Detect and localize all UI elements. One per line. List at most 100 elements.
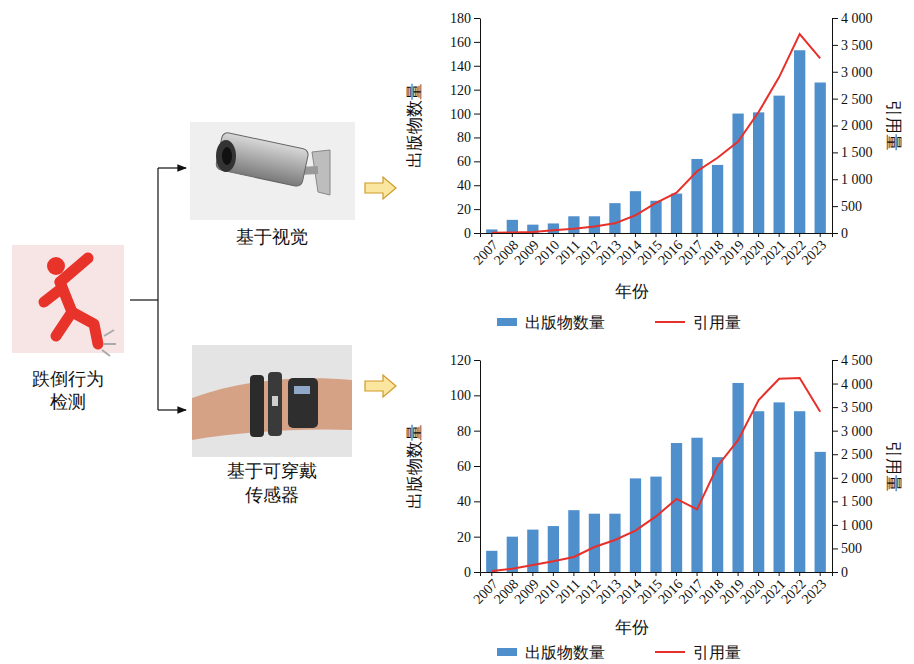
diagram: 跌倒行为检测基于视觉基于可穿戴传感器 xyxy=(12,122,396,505)
tick: 180 xyxy=(450,11,480,26)
bar xyxy=(815,83,826,234)
tick-mark xyxy=(832,501,838,502)
tick-mark xyxy=(832,206,838,207)
axis: 2007200820092010201120122013201420152016… xyxy=(470,572,832,607)
bar xyxy=(691,438,702,572)
tick-label: 60 xyxy=(457,459,471,474)
axis-title: 出版物数量 xyxy=(404,424,424,509)
tick-mark xyxy=(832,99,838,100)
series-line xyxy=(492,378,820,571)
legend-swatch xyxy=(497,648,517,656)
bar xyxy=(568,510,579,572)
bar xyxy=(630,478,641,572)
tick: 0 xyxy=(832,226,848,241)
tick-mark xyxy=(799,233,800,237)
bar xyxy=(507,537,518,572)
tick-label: 2023 xyxy=(799,576,829,606)
tick-label: 100 xyxy=(450,388,471,403)
plot-area xyxy=(486,378,826,572)
legend-item: 出版物数量 xyxy=(497,313,605,332)
bar xyxy=(671,443,682,572)
tick-mark xyxy=(512,572,513,576)
tick-mark xyxy=(697,233,698,237)
tick-label: 3 000 xyxy=(841,424,873,439)
legend-label: 出版物数量 xyxy=(525,313,605,332)
tick: 40 xyxy=(457,178,480,193)
tick: 2 000 xyxy=(832,118,873,133)
tick-label: 40 xyxy=(457,494,471,509)
tick-mark xyxy=(474,209,480,210)
axis-line xyxy=(832,361,833,573)
legend-label: 引用量 xyxy=(693,313,741,332)
tick-label: 4 000 xyxy=(841,11,873,26)
bar xyxy=(609,514,620,572)
tick-mark xyxy=(573,572,574,576)
tick-label: 100 xyxy=(450,107,471,122)
legend-swatch xyxy=(655,651,685,653)
tick-mark xyxy=(474,161,480,162)
tick: 3 000 xyxy=(832,424,873,439)
tick-mark xyxy=(594,572,595,576)
tick: 3 500 xyxy=(832,38,873,53)
tick-mark xyxy=(573,233,574,237)
tick: 20 xyxy=(457,530,480,545)
tick-mark xyxy=(656,233,657,237)
axis: 020406080100120140160180 xyxy=(450,11,481,241)
bar xyxy=(815,452,826,572)
bar xyxy=(671,194,682,233)
tick-label: 1 500 xyxy=(841,145,873,160)
tick-label: 1 500 xyxy=(841,494,873,509)
axis-line xyxy=(481,234,833,238)
tick-mark xyxy=(832,454,838,455)
tick-mark xyxy=(820,233,821,237)
tick-mark xyxy=(779,233,780,237)
tick: 2 500 xyxy=(832,447,873,462)
tick-mark xyxy=(474,572,480,573)
tick-mark xyxy=(656,572,657,576)
tick-label: 140 xyxy=(450,59,471,74)
tick: 2 500 xyxy=(832,92,873,107)
tick: 4 000 xyxy=(832,11,873,26)
bar xyxy=(507,220,518,233)
tick-mark xyxy=(474,18,480,19)
tick-mark xyxy=(832,478,838,479)
tick-mark xyxy=(832,45,838,46)
bar xyxy=(794,411,805,572)
legend: 出版物数量引用量 xyxy=(497,643,741,662)
tick-label: 3 500 xyxy=(841,400,873,415)
tick-mark xyxy=(717,233,718,237)
tick-mark xyxy=(635,572,636,576)
tick-mark xyxy=(474,537,480,538)
tick: 1 500 xyxy=(832,145,873,160)
tick-mark xyxy=(614,233,615,237)
tick: 4 500 xyxy=(832,353,873,368)
tick-mark xyxy=(832,72,838,73)
bar xyxy=(774,96,785,233)
tick-label: 60 xyxy=(457,154,471,169)
tick-label: 20 xyxy=(457,530,471,545)
tick-mark xyxy=(832,384,838,385)
bar xyxy=(589,514,600,572)
fall-icon xyxy=(12,245,124,356)
tick-mark xyxy=(474,233,480,234)
tick: 500 xyxy=(832,199,862,214)
tick-label: 0 xyxy=(464,565,471,580)
tick-label: 0 xyxy=(841,565,848,580)
tick: 4 000 xyxy=(832,377,873,392)
root-label: 跌倒行为检测 xyxy=(32,368,104,412)
axis-title: 年份 xyxy=(615,617,649,637)
tick-mark xyxy=(832,407,838,408)
tick-label: 40 xyxy=(457,178,471,193)
tick-mark xyxy=(491,233,492,237)
tick: 3 000 xyxy=(832,65,873,80)
tick-label: 0 xyxy=(464,226,471,241)
tick: 100 xyxy=(450,388,480,403)
axis-line xyxy=(480,361,481,573)
tick-label: 500 xyxy=(841,541,862,556)
tick-mark xyxy=(474,137,480,138)
axis: 2007200820092010201120122013201420152016… xyxy=(470,233,832,268)
tick-mark xyxy=(738,233,739,237)
tick: 140 xyxy=(450,59,480,74)
tick-mark xyxy=(832,179,838,180)
tick-mark xyxy=(474,501,480,502)
